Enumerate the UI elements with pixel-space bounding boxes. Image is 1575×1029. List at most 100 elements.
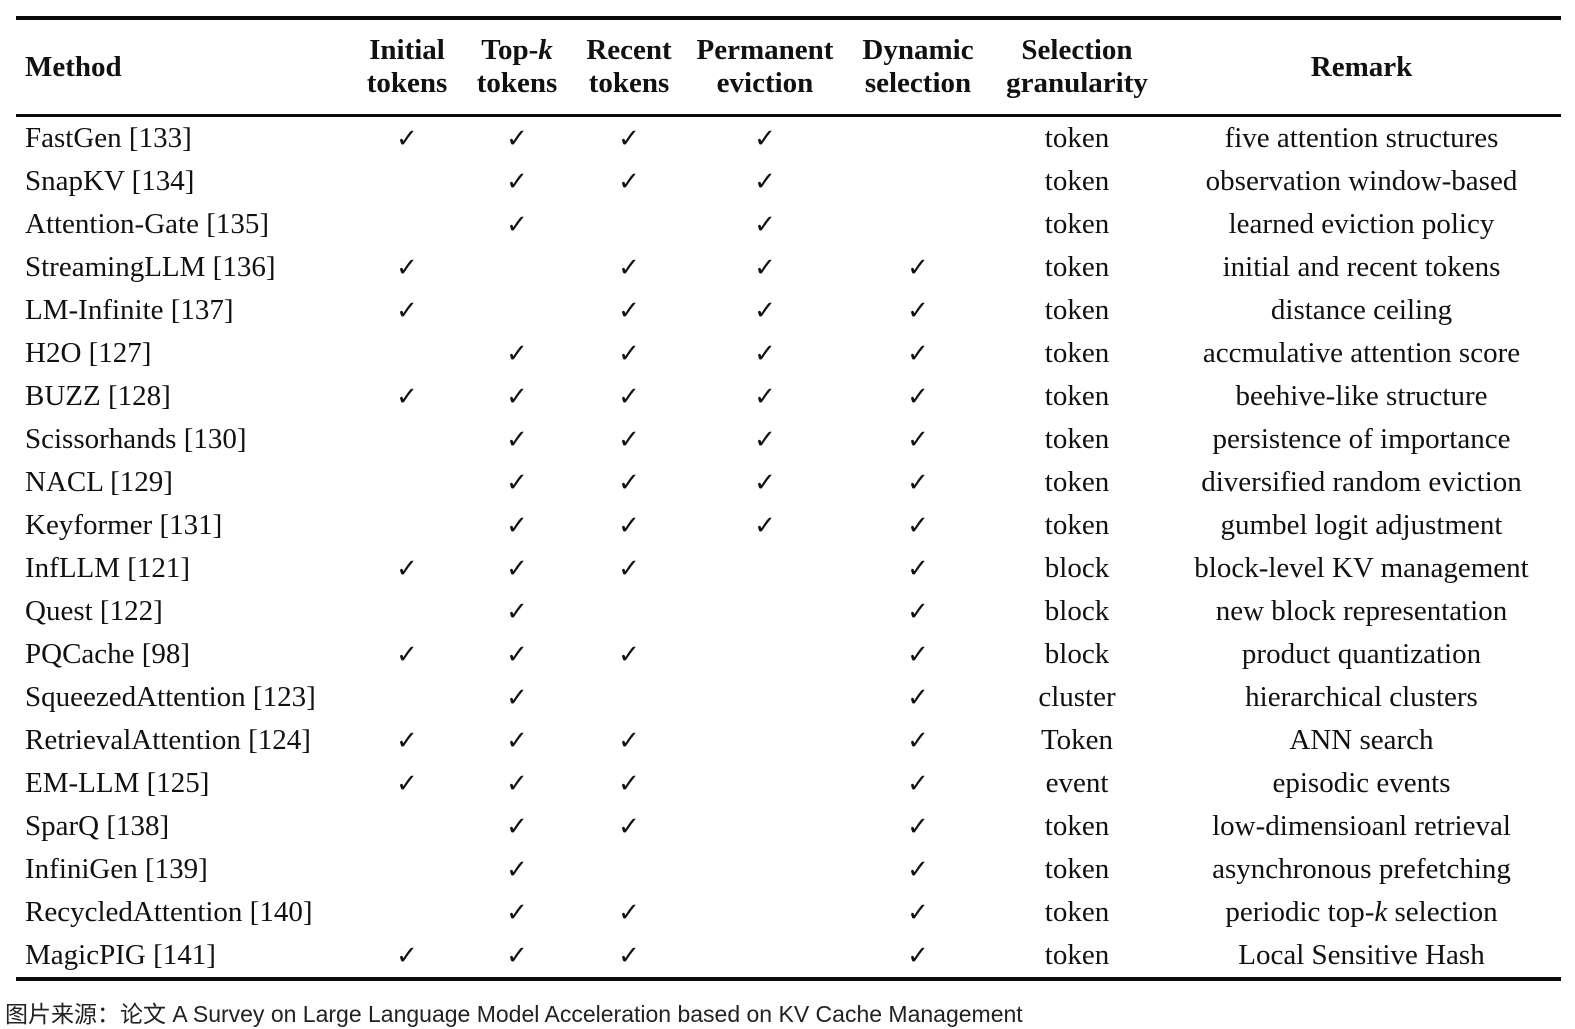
permanent-cell: ✓ — [686, 418, 844, 461]
recent-cell: ✓ — [572, 116, 686, 161]
check-icon: ✓ — [618, 941, 640, 971]
method-name: RetrievalAttention [124] — [25, 724, 311, 756]
table-body: FastGen [133] ✓ ✓ ✓ ✓ token five attention str… — [16, 116, 1561, 980]
granularity-value: token — [1044, 337, 1110, 369]
check-icon: ✓ — [907, 253, 929, 283]
check-icon: ✓ — [618, 124, 640, 154]
remark-text: beehive-like structure — [1235, 380, 1488, 412]
check-icon: ✓ — [754, 425, 776, 455]
topk-cell: ✓ — [462, 332, 572, 375]
check-icon: ✓ — [506, 124, 528, 154]
initial-cell — [352, 160, 462, 203]
table-row: MagicPIG [141] ✓ ✓ ✓ ✓ token Local Sensitive H… — [16, 934, 1561, 979]
recent-cell: ✓ — [572, 891, 686, 934]
table-row: Quest [122] ✓ ✓ block new block representati… — [16, 590, 1561, 633]
column-header-method: Method — [25, 50, 122, 83]
table-row: H2O [127] ✓ ✓ ✓ ✓ token accmulative attention … — [16, 332, 1561, 375]
permanent-cell: ✓ — [686, 332, 844, 375]
recent-cell — [572, 676, 686, 719]
check-icon: ✓ — [618, 425, 640, 455]
column-header-topk: Top-k tokens — [476, 34, 558, 99]
initial-cell — [352, 504, 462, 547]
check-icon: ✓ — [396, 726, 418, 756]
table-row: RecycledAttention [140] ✓ ✓ ✓ token periodic … — [16, 891, 1561, 934]
check-icon: ✓ — [907, 339, 929, 369]
check-icon: ✓ — [506, 726, 528, 756]
column-header-remark: Remark — [1310, 50, 1413, 83]
method-name: LM-Infinite [137] — [25, 294, 234, 326]
remark-text: observation window-based — [1205, 165, 1518, 197]
check-icon: ✓ — [506, 468, 528, 498]
check-icon: ✓ — [907, 683, 929, 713]
recent-cell: ✓ — [572, 719, 686, 762]
recent-cell: ✓ — [572, 461, 686, 504]
dynamic-cell: ✓ — [844, 332, 992, 375]
check-icon: ✓ — [506, 640, 528, 670]
remark-text: Local Sensitive Hash — [1238, 939, 1485, 971]
permanent-cell: ✓ — [686, 246, 844, 289]
initial-cell — [352, 590, 462, 633]
check-icon: ✓ — [506, 425, 528, 455]
check-icon: ✓ — [754, 339, 776, 369]
permanent-cell: ✓ — [686, 116, 844, 161]
column-header-initial: Initial tokens — [366, 34, 448, 99]
permanent-cell — [686, 719, 844, 762]
initial-cell: ✓ — [352, 289, 462, 332]
recent-cell — [572, 848, 686, 891]
method-name: PQCache [98] — [25, 638, 191, 670]
check-icon: ✓ — [907, 511, 929, 541]
granularity-value: event — [1045, 767, 1109, 799]
recent-cell: ✓ — [572, 762, 686, 805]
topk-cell: ✓ — [462, 116, 572, 161]
check-icon: ✓ — [396, 769, 418, 799]
check-icon: ✓ — [396, 382, 418, 412]
granularity-value: Token — [1040, 724, 1114, 756]
permanent-cell: ✓ — [686, 461, 844, 504]
permanent-cell: ✓ — [686, 504, 844, 547]
check-icon: ✓ — [506, 167, 528, 197]
check-icon: ✓ — [618, 167, 640, 197]
method-name: SqueezedAttention [123] — [25, 681, 316, 713]
method-name: SparQ [138] — [25, 810, 170, 842]
topk-cell: ✓ — [462, 418, 572, 461]
check-icon: ✓ — [506, 339, 528, 369]
topk-cell: ✓ — [462, 375, 572, 418]
check-icon: ✓ — [506, 855, 528, 885]
column-header-granularity: Selection granularity — [1006, 34, 1148, 99]
remark-text: ANN search — [1289, 724, 1434, 756]
check-icon: ✓ — [907, 726, 929, 756]
check-icon: ✓ — [754, 210, 776, 240]
check-icon: ✓ — [907, 597, 929, 627]
granularity-value: token — [1044, 509, 1110, 541]
recent-cell: ✓ — [572, 504, 686, 547]
topk-cell — [462, 289, 572, 332]
check-icon: ✓ — [618, 898, 640, 928]
dynamic-cell: ✓ — [844, 289, 992, 332]
permanent-cell — [686, 934, 844, 979]
table-row: SparQ [138] ✓ ✓ ✓ token low-dimensioanl retri… — [16, 805, 1561, 848]
dynamic-cell — [844, 160, 992, 203]
table-row: Scissorhands [130] ✓ ✓ ✓ ✓ token persistence o… — [16, 418, 1561, 461]
dynamic-cell: ✓ — [844, 762, 992, 805]
dynamic-cell: ✓ — [844, 590, 992, 633]
recent-cell: ✓ — [572, 805, 686, 848]
permanent-cell: ✓ — [686, 375, 844, 418]
recent-cell — [572, 203, 686, 246]
remark-text: five attention structures — [1224, 122, 1499, 154]
recent-cell: ✓ — [572, 934, 686, 979]
method-name: InfiniGen [139] — [25, 853, 208, 885]
granularity-value: token — [1044, 122, 1110, 154]
granularity-value: cluster — [1038, 681, 1116, 713]
table-row: SqueezedAttention [123] ✓ ✓ cluster hierarch… — [16, 676, 1561, 719]
initial-cell — [352, 891, 462, 934]
recent-cell: ✓ — [572, 633, 686, 676]
remark-text: gumbel logit adjustment — [1220, 509, 1503, 541]
permanent-cell — [686, 676, 844, 719]
granularity-value: token — [1044, 423, 1110, 455]
dynamic-cell: ✓ — [844, 719, 992, 762]
initial-cell: ✓ — [352, 375, 462, 418]
check-icon: ✓ — [907, 425, 929, 455]
table-row: LM-Infinite [137] ✓ ✓ ✓ ✓ token distance ceili… — [16, 289, 1561, 332]
method-name: NACL [129] — [25, 466, 173, 498]
